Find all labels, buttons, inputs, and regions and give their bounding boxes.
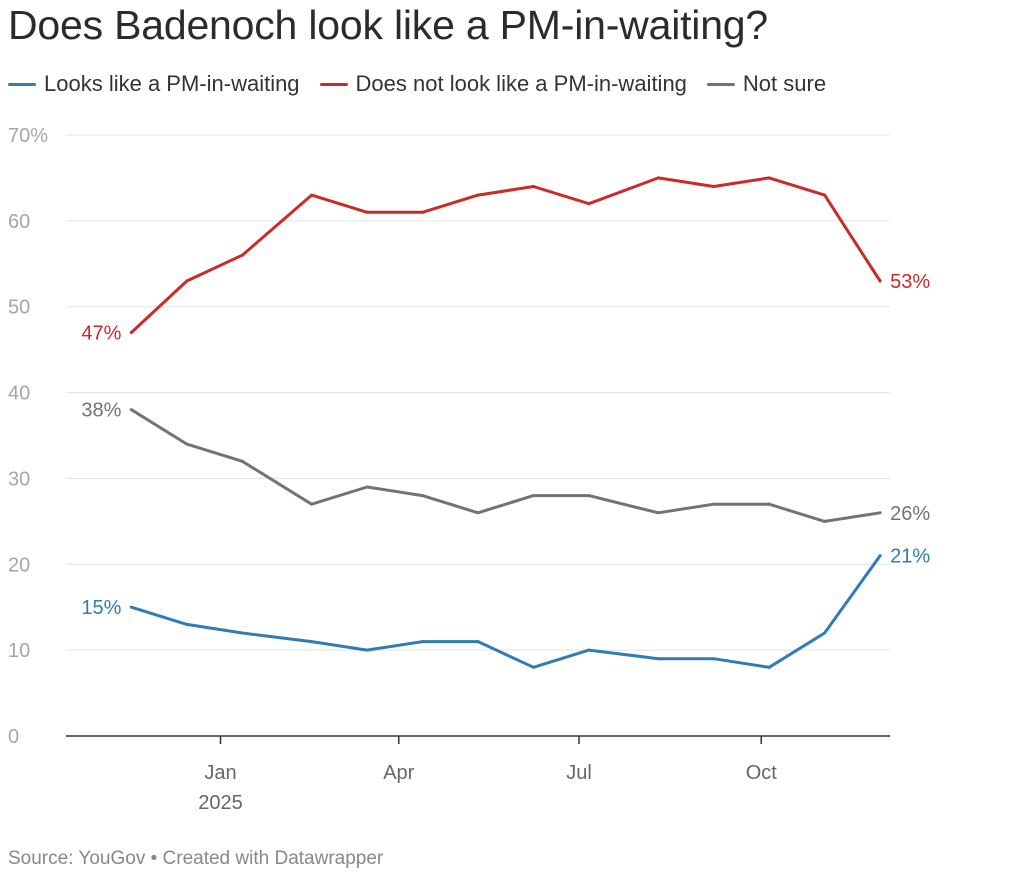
- legend-label-not-sure: Not sure: [742, 71, 827, 96]
- data-point: [310, 502, 314, 506]
- data-point: [365, 210, 369, 214]
- data-point: [421, 210, 425, 214]
- chart-title: Does Badenoch look like a PM-in-waiting?: [8, 2, 769, 48]
- data-point: [310, 193, 314, 197]
- data-point: [129, 330, 133, 334]
- data-point: [185, 622, 189, 626]
- data-point: [365, 485, 369, 489]
- data-point: [656, 511, 660, 515]
- line-chart: 0 10 20 30 40 50 60 70% Jan 2025 Apr Jul Oct 15% 21% 47…: [8, 125, 930, 814]
- data-point: [531, 185, 535, 189]
- legend-swatch-does-not: [319, 82, 348, 86]
- data-point: [823, 193, 827, 197]
- data-point: [656, 176, 660, 180]
- x-tick-label: Oct: [746, 762, 778, 784]
- data-point: [823, 631, 827, 635]
- legend: Looks like a PM-in-waiting Does not look…: [8, 71, 846, 97]
- series-start-label: 47%: [81, 322, 121, 344]
- data-point: [531, 494, 535, 498]
- series-start-label: 15%: [81, 597, 121, 619]
- data-point: [476, 193, 480, 197]
- y-tick-label: 70%: [8, 125, 48, 147]
- data-point: [129, 605, 133, 609]
- data-point: [365, 648, 369, 652]
- x-tick-label: Jan: [204, 762, 236, 784]
- series-line: [129, 176, 882, 334]
- x-tick-label: Apr: [383, 762, 414, 784]
- data-point: [421, 640, 425, 644]
- legend-item-not-sure: Not sure: [706, 71, 827, 97]
- data-point: [767, 665, 771, 669]
- legend-label-looks: Looks like a PM-in-waiting: [44, 71, 300, 96]
- data-point: [712, 657, 716, 661]
- y-tick-label: 20: [8, 554, 30, 576]
- source-footer: Source: YouGov • Created with Datawrappe…: [8, 848, 384, 869]
- y-tick-label: 0: [8, 726, 19, 748]
- series-end-label: 21%: [890, 546, 930, 568]
- data-point: [767, 176, 771, 180]
- legend-item-does-not: Does not look like a PM-in-waiting: [319, 71, 687, 97]
- data-point: [656, 657, 660, 661]
- data-point: [878, 554, 882, 558]
- data-point: [587, 202, 591, 206]
- data-point: [476, 511, 480, 515]
- y-tick-label: 60: [8, 211, 30, 233]
- data-point: [476, 640, 480, 644]
- legend-item-looks: Looks like a PM-in-waiting: [8, 71, 300, 97]
- data-point: [587, 648, 591, 652]
- y-tick-label: 50: [8, 297, 30, 319]
- data-point: [767, 502, 771, 506]
- data-point: [421, 494, 425, 498]
- data-point: [185, 442, 189, 446]
- y-tick-label: 30: [8, 468, 30, 490]
- y-tick-label: 10: [8, 640, 30, 662]
- data-point: [712, 185, 716, 189]
- data-point: [531, 665, 535, 669]
- legend-label-does-not: Does not look like a PM-in-waiting: [355, 71, 687, 96]
- data-point: [129, 408, 133, 412]
- x-tick-sublabel: 2025: [198, 792, 243, 814]
- data-point: [823, 519, 827, 523]
- data-point: [587, 494, 591, 498]
- legend-swatch-looks: [8, 82, 36, 86]
- data-point: [240, 631, 244, 635]
- data-point: [878, 511, 882, 515]
- series-end-label: 53%: [890, 271, 930, 293]
- series-end-label: 26%: [890, 503, 930, 525]
- data-point: [240, 459, 244, 463]
- legend-swatch-not-sure: [706, 82, 735, 86]
- data-point: [310, 640, 314, 644]
- data-point: [712, 502, 716, 506]
- series-line: [129, 408, 882, 523]
- y-tick-label: 40: [8, 383, 30, 405]
- series-line: [129, 554, 882, 669]
- x-tick-label: Jul: [566, 762, 592, 784]
- data-point: [878, 279, 882, 283]
- data-point: [185, 279, 189, 283]
- data-point: [240, 253, 244, 257]
- series-start-label: 38%: [81, 400, 121, 422]
